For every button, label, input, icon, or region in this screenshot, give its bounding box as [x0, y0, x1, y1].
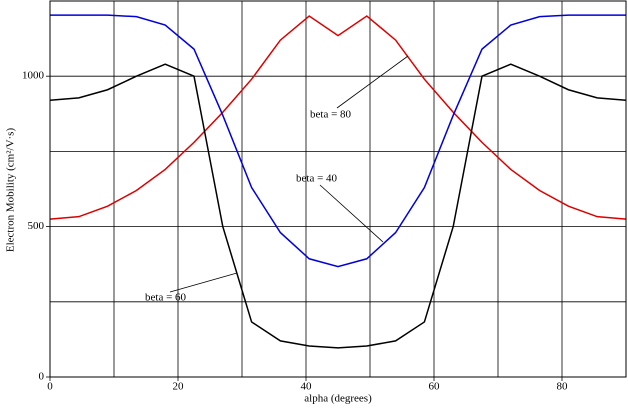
series-line [50, 14, 626, 268]
x-tick-label: 0 [47, 381, 53, 393]
series-line [49, 63, 627, 349]
leader-line [169, 272, 238, 293]
plot-frame [49, 0, 627, 378]
x-axis-label: alpha (degrees) [304, 393, 372, 405]
series-label: beta = 60 [145, 292, 187, 304]
leader-line [319, 184, 384, 243]
y-tick-label: 1000 [22, 70, 45, 82]
x-tick-label: 20 [173, 381, 185, 393]
series-line [49, 15, 627, 220]
y-axis-label: Electron Mobility (cm²/V·s) [5, 128, 17, 253]
series-label: beta = 80 [310, 109, 352, 121]
series-label: beta = 40 [296, 173, 338, 185]
x-tick-label: 40 [301, 381, 313, 393]
x-tick-label: 80 [557, 381, 569, 393]
leader-line [336, 55, 409, 109]
y-tick-label: 500 [28, 220, 45, 232]
y-tick-label: 0 [39, 371, 45, 383]
x-tick-label: 60 [429, 381, 441, 393]
